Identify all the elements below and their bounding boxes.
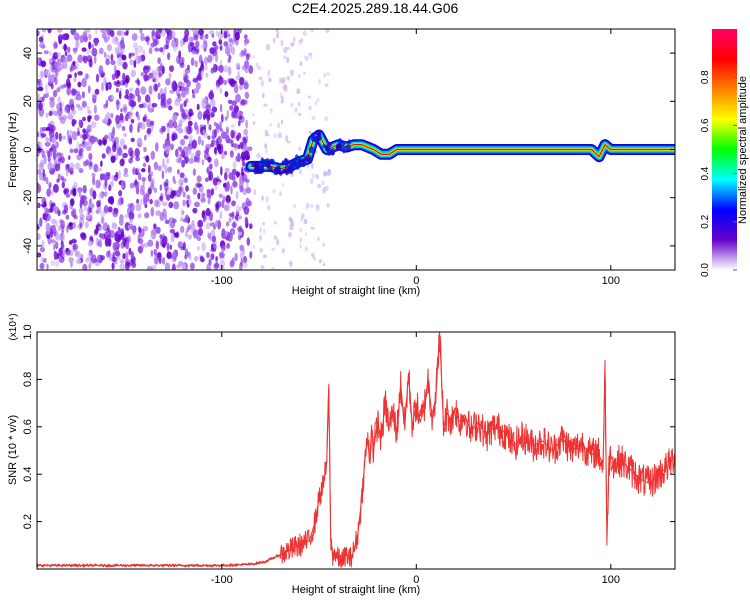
spectrogram-ylabel: Frequency (Hz) bbox=[7, 112, 19, 188]
spectral-ridge bbox=[245, 129, 675, 176]
colorbar-tick-label: 0.2 bbox=[700, 214, 711, 228]
snr-ylabel: SNR (10 * v/v) bbox=[7, 415, 19, 485]
y-tick-label: 0.8 bbox=[22, 372, 34, 387]
x-tick-label: 100 bbox=[602, 275, 620, 287]
colorbar-tick-label: 0.0 bbox=[700, 263, 711, 277]
colorbar-label: Normalized spectral amplitude bbox=[737, 76, 749, 224]
spectrogram-panel: -100 0 100 -40 -20 0 20 40 Height of straight l… bbox=[7, 28, 676, 297]
colorbar: 0.0 0.2 0.4 0.6 0.8 Normalized spectral ampl… bbox=[700, 29, 749, 277]
y-tick-label: 20 bbox=[22, 95, 34, 107]
chart-title: C2E4.2025.289.18.44.G06 bbox=[292, 0, 459, 16]
y-tick-label: 0 bbox=[22, 146, 34, 152]
colorbar-tick-label: 0.6 bbox=[700, 118, 711, 132]
snr-panel: -100 0 100 0.2 0.4 0.6 0.8 1.0 Height of straig… bbox=[7, 313, 676, 596]
x-tick-label: 100 bbox=[602, 574, 620, 586]
colorbar-tick-label: 0.4 bbox=[700, 166, 711, 180]
y-tick-label: 1.0 bbox=[22, 324, 34, 339]
snr-line bbox=[37, 334, 675, 568]
x-tick-label: -100 bbox=[211, 574, 233, 586]
snr-frame bbox=[36, 331, 676, 570]
x-tick-label: 0 bbox=[413, 275, 419, 287]
snr-envelope bbox=[37, 332, 675, 566]
colorbar-gradient bbox=[712, 29, 737, 270]
snr-xlabel: Height of straight line (km) bbox=[292, 584, 420, 596]
colorbar-tick-label: 0.8 bbox=[700, 70, 711, 84]
x-tick-label: -100 bbox=[211, 275, 233, 287]
noise-speckle bbox=[37, 29, 332, 270]
snr-multiplier: (x10⁴) bbox=[8, 313, 19, 340]
y-tick-label: 0.4 bbox=[22, 467, 34, 482]
spectrogram-xlabel: Height of straight line (km) bbox=[292, 285, 420, 297]
y-tick-label: -40 bbox=[22, 238, 34, 254]
y-tick-label: 0.2 bbox=[22, 514, 34, 529]
y-tick-label: -20 bbox=[22, 190, 34, 206]
y-tick-label: 40 bbox=[22, 47, 34, 59]
y-tick-label: 0.6 bbox=[22, 419, 34, 434]
x-tick-label: 0 bbox=[413, 574, 419, 586]
